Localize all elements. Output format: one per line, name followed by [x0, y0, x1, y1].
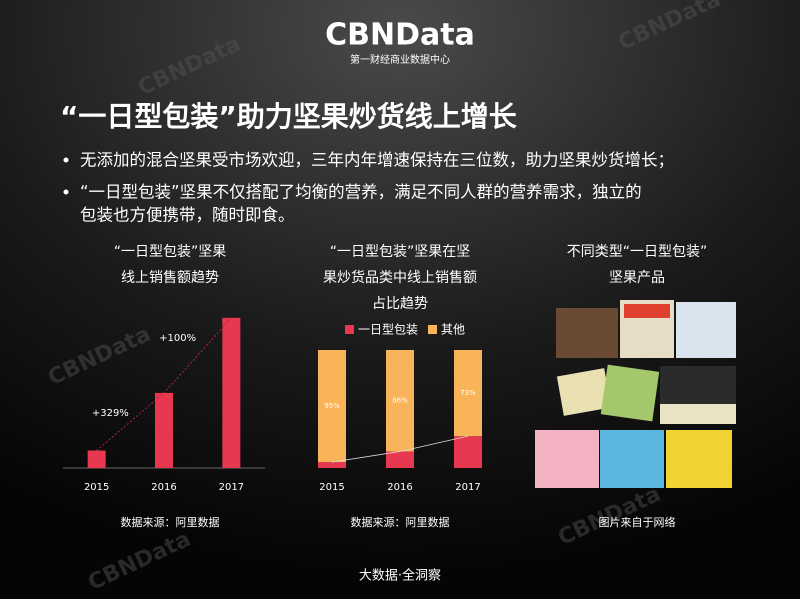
x-tick-label: 2015 [319, 482, 344, 493]
chart-source: 数据来源：阿里数据 [121, 515, 220, 529]
bar [87, 450, 106, 468]
chart-title: 果炒货品类中线上销售额 [323, 269, 477, 286]
product-image [676, 302, 736, 358]
value-label: 95% [324, 402, 340, 410]
chart-title: “一日型包装”坚果 [114, 244, 227, 260]
product-image [556, 308, 618, 358]
bullet-text: 包装也方便携带，随时即食。 [80, 206, 295, 225]
logo-subtitle: 第一财经商业数据中心 [350, 53, 450, 66]
product-image [556, 368, 612, 416]
value-label: 73% [460, 389, 476, 397]
bullet-dot [63, 157, 69, 163]
bar-segment [318, 350, 346, 463]
value-label: 86% [392, 397, 408, 405]
logo: CBNData [325, 18, 475, 53]
product-image [600, 430, 664, 488]
bar-segment [386, 451, 414, 468]
bar [222, 317, 241, 468]
product-image [600, 364, 660, 422]
product-image [660, 404, 736, 424]
connector-line [331, 435, 469, 463]
legend-swatch [345, 325, 354, 334]
x-tick-label: 2017 [455, 482, 480, 493]
x-tick-label: 2017 [219, 482, 244, 493]
footer: 大数据·全洞察 [359, 568, 441, 584]
slide-title: “一日型包装”助力坚果炒货线上增长 [60, 100, 517, 133]
annotation: +100% [159, 333, 196, 344]
bullet-text: “一日型包装”坚果不仅搭配了均衡的营养，满足不同人群的营养需求，独立的 [80, 183, 642, 202]
x-tick-label: 2015 [84, 482, 109, 493]
bar-segment [454, 436, 482, 468]
panel-caption: 图片来自于网络 [599, 515, 676, 529]
bar-segment [454, 350, 482, 437]
chart-title: 占比趋势 [372, 296, 428, 312]
trend-line [96, 317, 232, 451]
product-image [535, 430, 599, 488]
annotation: +329% [92, 408, 129, 419]
bullet-dot [63, 189, 69, 195]
bar-segment [386, 350, 414, 452]
x-tick-label: 2016 [387, 482, 412, 493]
chart-source: 数据来源：阿里数据 [351, 515, 450, 529]
panel-title: 不同类型“一日型包装” [567, 244, 708, 260]
bullet-text: 无添加的混合坚果受市场欢迎，三年内年增速保持在三位数，助力坚果炒货增长； [80, 151, 674, 170]
chart-title: 线上销售额趋势 [121, 270, 219, 286]
bar-segment [318, 462, 346, 468]
x-tick-label: 2016 [151, 482, 176, 493]
product-image [666, 430, 732, 488]
product-images [535, 300, 736, 488]
chart-title: “一日型包装”坚果在坚 [330, 244, 471, 260]
panel-title: 坚果产品 [609, 270, 665, 286]
legend-swatch [428, 325, 437, 334]
product-image [624, 304, 670, 318]
legend-label: 其他 [441, 323, 465, 337]
legend-label: 一日型包装 [358, 323, 418, 337]
bar [155, 392, 173, 468]
